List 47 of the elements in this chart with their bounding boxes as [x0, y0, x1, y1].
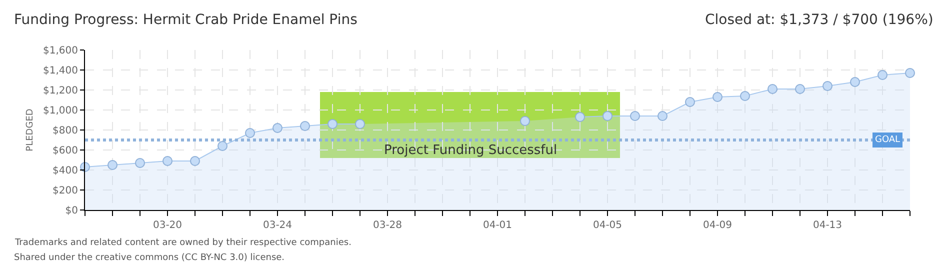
point [218, 141, 228, 151]
chart-subtitle: Closed at: $1,373 / $700 (196%) [705, 12, 934, 28]
text: Shared under the creative commons (CC BY-NC 3.0) license. [14, 253, 285, 263]
point [658, 111, 668, 121]
point [135, 158, 145, 168]
y-tick-label: $1,000 [43, 106, 78, 116]
point [272, 123, 282, 133]
point [300, 121, 310, 131]
x-tick-label: 03-28 [372, 220, 402, 231]
y-axis-title: PLEDGED [25, 108, 36, 152]
point [740, 91, 750, 101]
point [768, 84, 778, 94]
point [575, 112, 585, 122]
y-tick-label: $200 [52, 186, 78, 196]
point [905, 68, 915, 78]
x-tick-label: 04-09 [702, 220, 732, 231]
point [878, 70, 888, 80]
point [685, 97, 695, 107]
point [162, 156, 172, 166]
point [190, 156, 200, 166]
point [850, 77, 860, 87]
chart-title: Funding Progress: Hermit Crab Pride Enamel Pins [14, 12, 358, 28]
y-tick-label: $400 [52, 166, 78, 176]
point [245, 128, 255, 138]
point [602, 111, 612, 121]
y-tick-label: $1,600 [43, 46, 78, 56]
point [795, 84, 805, 94]
annotation: Project Funding Successful [384, 143, 558, 158]
x-tick-label: 04-13 [812, 220, 842, 231]
point [108, 160, 118, 170]
ref-line-label: GOAL [875, 135, 900, 145]
point [712, 92, 722, 102]
x-tick-label: 03-24 [262, 220, 292, 231]
x-tick-label: 04-01 [482, 220, 512, 231]
point [822, 81, 832, 91]
y-tick-label: $1,200 [43, 86, 78, 96]
y-tick-label: $1,400 [43, 66, 78, 76]
text: Trademarks and related content are owned by their respective companies. [14, 238, 352, 248]
point [630, 111, 640, 121]
y-tick-label: $800 [52, 126, 78, 136]
point [355, 119, 365, 129]
point [520, 116, 530, 126]
y-tick-label: $600 [52, 146, 78, 156]
x-tick-label: 03-20 [152, 220, 182, 231]
y-tick-label: $0 [65, 206, 78, 216]
x-tick-label: 04-05 [592, 220, 622, 231]
point [328, 119, 338, 129]
